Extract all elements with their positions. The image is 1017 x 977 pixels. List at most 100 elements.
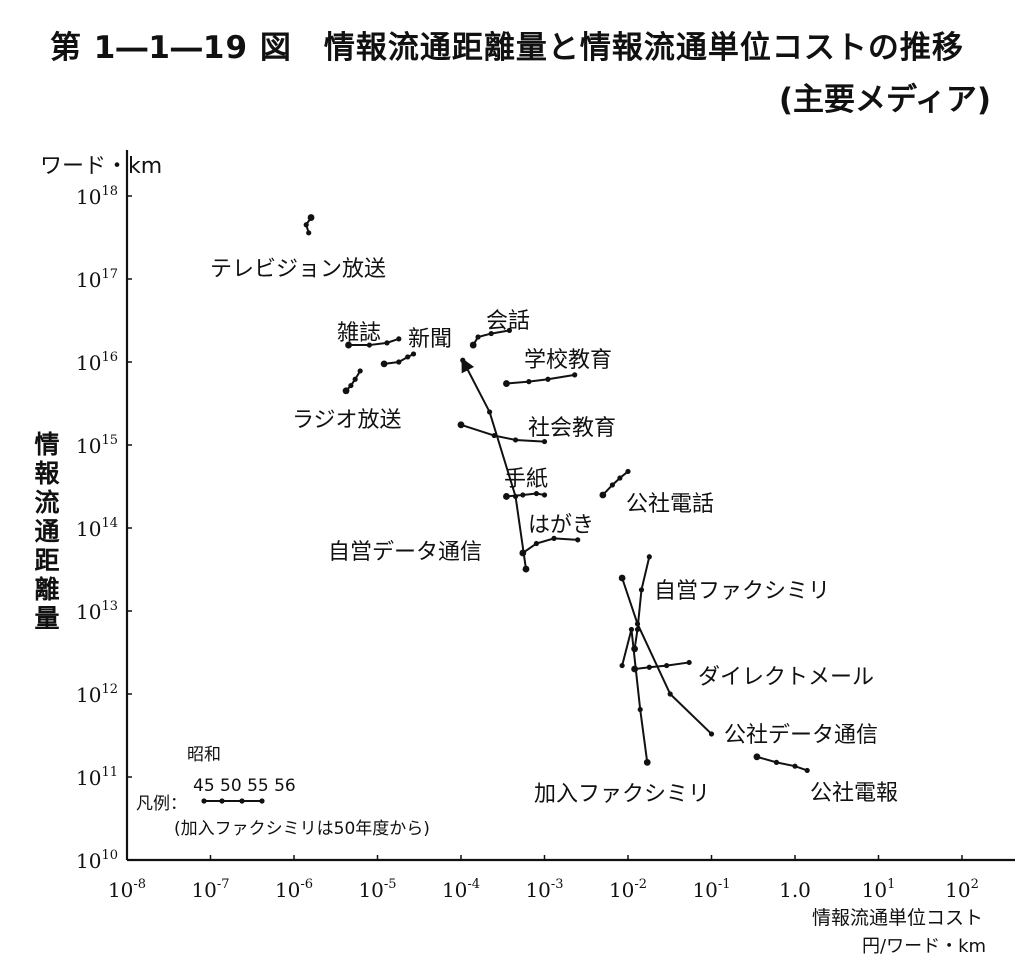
- series-label: 自営データ通信: [328, 540, 482, 565]
- data-point: [342, 387, 350, 395]
- data-point: [686, 659, 692, 666]
- data-point: [533, 490, 540, 497]
- x-tick-label: 10-6: [275, 877, 313, 902]
- data-point: [575, 537, 581, 543]
- data-point: [646, 664, 652, 670]
- legend-note: (加入ファクシミリは50年度から): [174, 819, 430, 839]
- data-point: [520, 492, 526, 498]
- data-point: [366, 342, 373, 348]
- data-point: [475, 334, 481, 340]
- data-point: [599, 491, 607, 499]
- legend-heading: 凡例：: [136, 794, 187, 814]
- series-line: [461, 357, 527, 570]
- y-tick-label: 1014: [76, 516, 118, 541]
- series-line: [460, 423, 545, 443]
- series-line: [348, 337, 400, 347]
- legend-point: [201, 798, 207, 804]
- data-point: [384, 340, 390, 346]
- data-point: [457, 421, 465, 429]
- y-tick-label: 1012: [76, 682, 118, 707]
- legend-years: 45 50 55 56: [193, 776, 296, 796]
- data-point: [541, 492, 548, 498]
- data-point: [643, 758, 651, 766]
- data-point: [488, 330, 494, 337]
- x-tick-label: 101: [862, 877, 896, 902]
- y-axis-unit: ワード・km: [40, 154, 163, 179]
- x-tick-label: 10-8: [108, 877, 146, 902]
- x-tick-label: 10-3: [525, 877, 563, 902]
- series-line: [383, 353, 414, 365]
- series-line: [506, 373, 575, 385]
- data-point: [396, 336, 402, 342]
- data-point: [708, 731, 715, 737]
- series-line: [633, 556, 651, 649]
- x-tick-label: 10-5: [358, 877, 396, 902]
- data-point: [551, 535, 557, 541]
- chart-title: 第 1―1―19 図 情報流通距離量と情報流通単位コストの推移: [50, 30, 964, 66]
- data-point: [506, 327, 513, 334]
- series-label: 新聞: [408, 327, 452, 352]
- data-point: [667, 691, 673, 697]
- series-line: [602, 470, 629, 496]
- data-point: [357, 368, 363, 374]
- data-point: [352, 376, 358, 382]
- data-point: [486, 409, 493, 415]
- data-point: [541, 438, 548, 445]
- y-tick-label: 1016: [76, 350, 118, 375]
- series-label: 公社データ通信: [724, 723, 878, 748]
- data-point: [628, 626, 635, 633]
- data-point: [512, 437, 519, 443]
- x-axis-label: 情報流通単位コスト: [812, 907, 984, 929]
- series-line: [345, 370, 362, 392]
- data-point: [619, 662, 625, 669]
- data-point: [545, 376, 551, 382]
- series-line: [756, 755, 808, 772]
- data-point: [533, 540, 540, 547]
- series-label: 雑誌: [337, 321, 381, 346]
- data-point: [460, 357, 466, 363]
- data-point: [307, 214, 315, 221]
- x-tick-label: 10-1: [692, 877, 730, 902]
- series-line: [621, 629, 649, 763]
- series-label: 学校教育: [524, 348, 612, 373]
- series-line: [621, 577, 713, 735]
- data-point: [405, 354, 411, 360]
- chart-subtitle: (主要メディア): [778, 82, 991, 118]
- y-tick-label: 1010: [76, 848, 118, 873]
- y-tick-label: 1011: [76, 765, 118, 790]
- data-point: [634, 621, 641, 627]
- data-point: [503, 380, 510, 387]
- data-point: [638, 587, 645, 593]
- data-point: [503, 493, 510, 500]
- data-point: [664, 662, 670, 669]
- x-tick-label: 102: [945, 877, 979, 902]
- data-point: [773, 759, 780, 765]
- x-tick-label: 10-2: [609, 877, 647, 902]
- y-tick-label: 1017: [76, 267, 118, 292]
- data-point: [526, 379, 532, 385]
- series-label: 公社電話: [626, 492, 714, 517]
- series-label: 加入ファクシミリ: [534, 782, 710, 807]
- data-point: [303, 222, 309, 228]
- data-point: [637, 706, 643, 713]
- x-axis-unit: 円/ワード・km: [862, 936, 987, 957]
- series-label: テレビジョン放送: [210, 257, 386, 282]
- data-point: [512, 493, 519, 500]
- data-point: [753, 753, 761, 761]
- series-label: 会話: [486, 309, 530, 334]
- series-label: ダイレクトメール: [698, 665, 874, 690]
- series-label: 自営ファクシミリ: [654, 579, 830, 604]
- series-label: 手紙: [504, 467, 548, 492]
- y-axis-label: 情報流通距離量: [34, 430, 60, 633]
- legend-point: [219, 798, 225, 804]
- data-point: [617, 475, 623, 481]
- data-point: [618, 574, 626, 582]
- data-point: [522, 565, 530, 573]
- data-point: [469, 341, 477, 349]
- series-line: [634, 661, 690, 671]
- series-label: はがき: [528, 513, 594, 538]
- x-tick-label: 10-7: [191, 877, 229, 902]
- data-point: [396, 359, 402, 365]
- data-point: [609, 482, 615, 488]
